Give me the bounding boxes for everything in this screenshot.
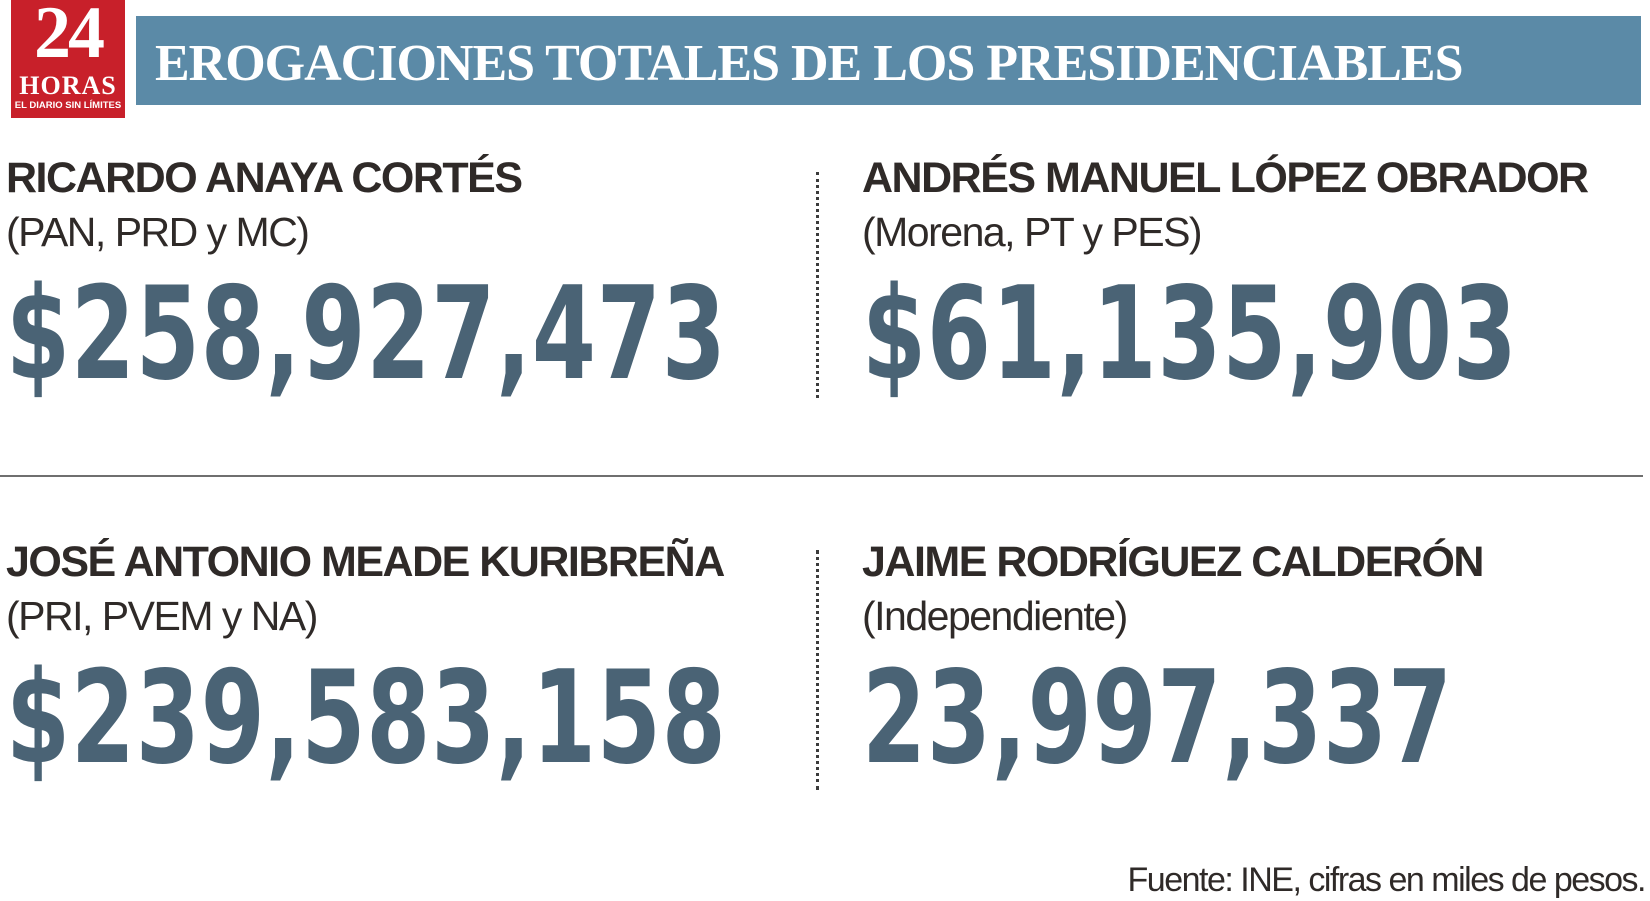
- logo-number: 24: [34, 0, 105, 74]
- logo-tagline: EL DIARIO SIN LÍMITES: [14, 100, 122, 111]
- horizontal-divider: [0, 475, 1643, 477]
- candidate-party: (PRI, PVEM y NA): [6, 593, 318, 639]
- candidate-name: ANDRÉS MANUEL LÓPEZ OBRADOR: [862, 154, 1589, 202]
- candidate-block-anaya: RICARDO ANAYA CORTÉS (PAN, PRD y MC) $25…: [6, 153, 907, 399]
- candidate-party: (PAN, PRD y MC): [6, 209, 310, 255]
- candidate-block-rodriguez: JAIME RODRÍGUEZ CALDERÓN (Independiente)…: [862, 537, 1601, 783]
- newspaper-logo: 24 HORAS EL DIARIO SIN LÍMITES: [11, 0, 125, 118]
- candidate-party: (Independiente): [862, 593, 1128, 639]
- header-bar: EROGACIONES TOTALES DE LOS PRESIDENCIABL…: [136, 16, 1641, 105]
- candidate-amount: $258,927,473: [6, 260, 727, 409]
- candidate-name: RICARDO ANAYA CORTÉS: [6, 154, 523, 202]
- candidate-amount: $61,135,903: [862, 260, 1518, 409]
- vertical-divider-top: [816, 172, 819, 398]
- vertical-divider-bottom: [816, 550, 819, 790]
- page-title: EROGACIONES TOTALES DE LOS PRESIDENCIABL…: [155, 35, 1464, 92]
- candidate-name: JAIME RODRÍGUEZ CALDERÓN: [862, 538, 1484, 586]
- candidate-block-meade: JOSÉ ANTONIO MEADE KURIBREÑA (PRI, PVEM …: [6, 537, 907, 783]
- logo-word: HORAS: [19, 71, 117, 100]
- candidate-party: (Morena, PT y PES): [862, 209, 1203, 255]
- candidate-name: JOSÉ ANTONIO MEADE KURIBREÑA: [6, 538, 725, 586]
- candidate-block-lopez-obrador: ANDRÉS MANUEL LÓPEZ OBRADOR (Morena, PT …: [862, 153, 1650, 399]
- candidate-amount: 23,997,337: [862, 644, 1453, 793]
- candidate-amount: $239,583,158: [6, 644, 727, 793]
- source-note: Fuente: INE, cifras en miles de pesos.: [1127, 861, 1647, 899]
